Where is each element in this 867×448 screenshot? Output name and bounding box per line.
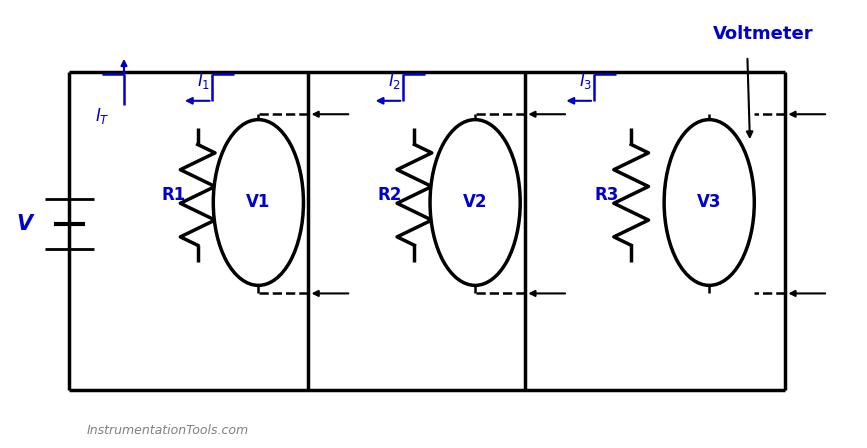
Text: V: V (16, 214, 32, 234)
Text: $I_1$: $I_1$ (197, 71, 211, 90)
Text: $I_2$: $I_2$ (388, 71, 401, 90)
Ellipse shape (664, 120, 754, 285)
Ellipse shape (213, 120, 303, 285)
Text: V3: V3 (697, 194, 721, 211)
Text: R2: R2 (378, 186, 402, 204)
Text: InstrumentationTools.com: InstrumentationTools.com (87, 423, 249, 437)
Ellipse shape (430, 120, 520, 285)
Text: V2: V2 (463, 194, 487, 211)
Text: R1: R1 (161, 186, 186, 204)
Text: $I_3$: $I_3$ (578, 71, 592, 90)
Text: R3: R3 (595, 186, 619, 204)
Text: $I_T$: $I_T$ (95, 107, 110, 126)
Text: V1: V1 (246, 194, 271, 211)
Text: Voltmeter: Voltmeter (713, 25, 813, 43)
